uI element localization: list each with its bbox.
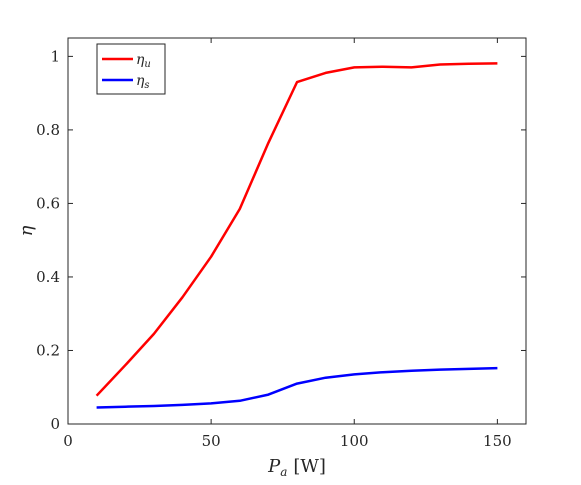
ticks-layer <box>67 38 526 425</box>
x-tick-label: 150 <box>483 432 512 450</box>
x-tick-label: 100 <box>340 432 369 450</box>
x-axis-label-sub: a <box>280 465 287 479</box>
y-tick-label: 0.2 <box>36 341 60 359</box>
y-tick-label: 0.6 <box>36 194 60 212</box>
y-tick-label: 0.4 <box>36 268 60 286</box>
tick-labels-layer: 0 50 100 150 0 0.2 0.4 0.6 0.8 1 <box>36 47 512 450</box>
legend-label-u: ηu <box>136 52 151 70</box>
legend-label-s: ηs <box>136 73 150 91</box>
x-axis-label-main: P <box>267 456 281 477</box>
series-line-s <box>96 366 498 409</box>
series-layer <box>95 62 498 409</box>
x-axis-label: Pa [W] <box>267 456 326 479</box>
x-tick-label: 0 <box>63 432 73 450</box>
y-tick-label: 1 <box>50 47 60 65</box>
legend-label-sub: s <box>144 80 149 91</box>
legend-box <box>96 43 166 95</box>
x-tick-label: 50 <box>202 432 221 450</box>
legend-label-main: η <box>136 73 145 89</box>
legend-label-main: η <box>136 52 145 68</box>
x-axis-label-unit: [W] <box>293 456 326 477</box>
y-axis-label: η <box>16 225 37 236</box>
plot-frame <box>67 37 527 425</box>
series-line-u <box>95 62 498 397</box>
y-tick-label: 0.8 <box>36 121 60 139</box>
legend-label-sub: u <box>144 59 150 70</box>
y-tick-label: 0 <box>50 415 60 433</box>
